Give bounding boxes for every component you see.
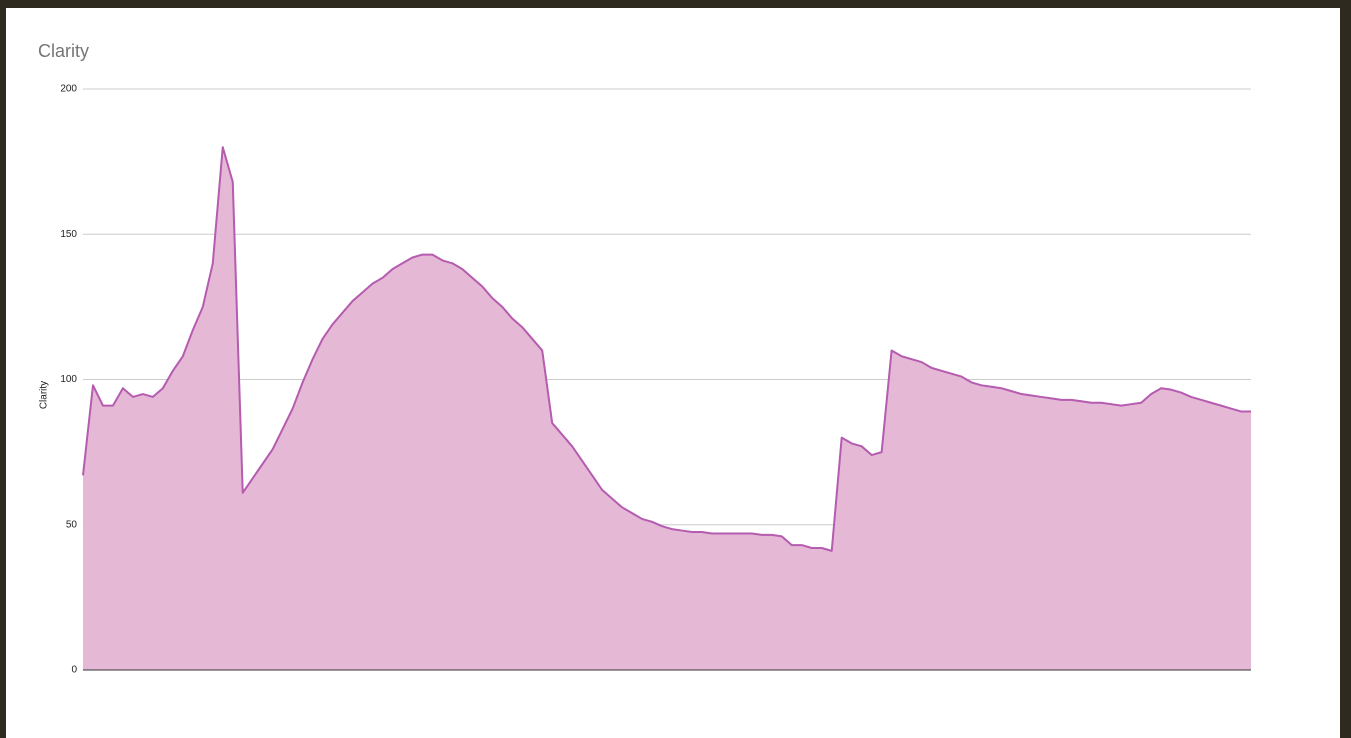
y-tick-label: 200 (60, 84, 77, 95)
y-tick-label: 50 (66, 519, 78, 530)
area-fill (83, 147, 1251, 671)
y-axis-title: Clarity (39, 381, 50, 409)
area-line (82, 146, 1251, 552)
y-tick-label: 100 (60, 374, 77, 385)
y-tick-label: 0 (71, 665, 77, 676)
y-tick-label: 150 (60, 229, 77, 240)
chart-title: Clarity (38, 41, 89, 61)
